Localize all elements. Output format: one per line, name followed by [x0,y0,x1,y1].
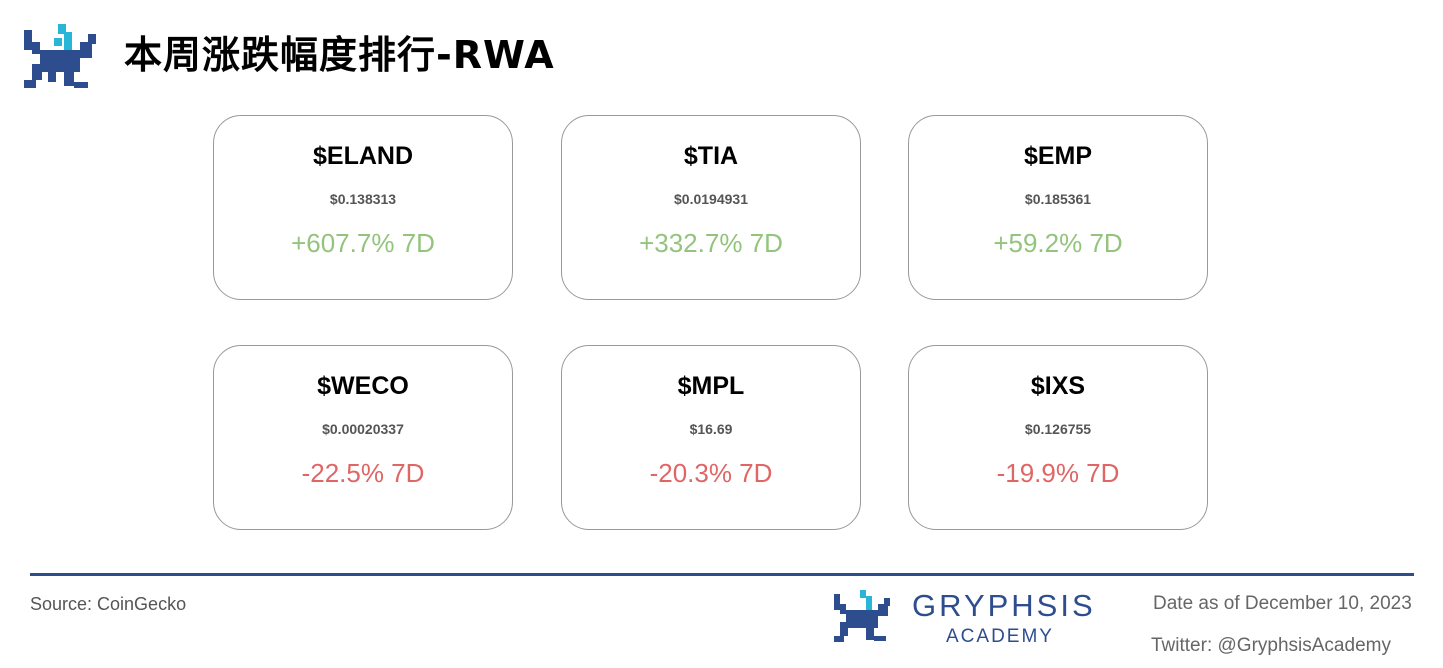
footer-logo [834,590,890,642]
token-symbol: $TIA [683,142,739,170]
source: Source: CoinGecko [30,594,187,614]
token-symbol: $ELAND [312,142,413,170]
price-change: +59.2% 7D [993,228,1123,258]
token-price: $0.185361 [1024,191,1092,207]
price-change: -22.5% 7D [301,458,425,488]
divider [30,573,1414,576]
token-price: $16.69 [689,421,733,437]
token-card: $WECO $0.00020337 -22.5% 7D [213,345,513,530]
token-price: $0.0194931 [674,191,748,207]
logo [24,24,96,88]
token-card: $EMP $0.185361 +59.2% 7D [908,115,1208,300]
price-change: +607.7% 7D [291,228,435,258]
token-symbol: $WECO [317,372,409,400]
token-card: $TIA $0.0194931 +332.7% 7D [561,115,861,300]
token-card: $IXS $0.126755 -19.9% 7D [908,345,1208,530]
token-price: $0.126755 [1024,421,1092,437]
title: 本周涨跌幅度排行-RWA [124,33,555,77]
twitter: Twitter: @GryphsisAcademy [1151,635,1391,656]
date: Date as of December 10, 2023 [1153,593,1412,614]
token-card: $ELAND $0.138313 +607.7% 7D [213,115,513,300]
brand-sub: ACADEMY [946,626,1054,647]
price-change: -20.3% 7D [649,458,773,488]
token-symbol: $EMP [1023,142,1093,170]
brand-name: GRYPHSIS [912,588,1096,623]
token-price: $0.138313 [329,191,397,207]
token-symbol: $MPL [677,372,745,400]
price-change: -19.9% 7D [996,458,1120,488]
price-change: +332.7% 7D [639,228,783,258]
token-price: $0.00020337 [322,421,404,437]
token-symbol: $IXS [1030,372,1086,400]
token-card: $MPL $16.69 -20.3% 7D [561,345,861,530]
